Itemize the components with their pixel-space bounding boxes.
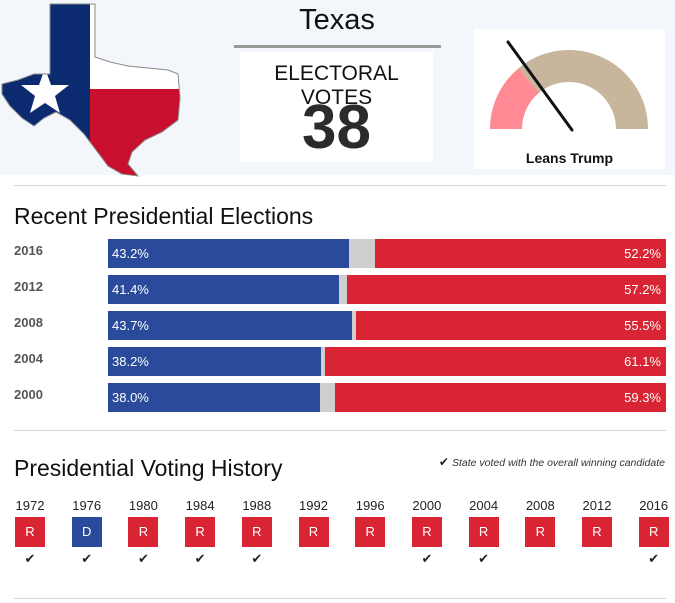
election-year-label: 2012	[14, 279, 43, 294]
history-year-label: 1976	[72, 498, 102, 513]
history-result-badge: R	[525, 517, 556, 547]
history-result-badge: R	[15, 517, 45, 547]
history-year-label: 1988	[242, 498, 272, 513]
check-icon: ✔	[81, 551, 93, 566]
history-year-label: 2004	[469, 498, 499, 513]
legend-note: ✔ State voted with the overall winning ca…	[439, 455, 665, 469]
history-result-badge: R	[241, 517, 272, 547]
check-icon: ✔	[137, 551, 149, 566]
dem-percent-label: 43.2%	[112, 246, 149, 261]
history-result-badge: D	[71, 517, 102, 547]
gauge-dem-segment	[490, 68, 540, 130]
history-year-label: 1996	[355, 498, 385, 513]
rep-bar-segment: 59.3%	[335, 383, 666, 412]
voting-history-title: Presidential Voting History	[14, 455, 283, 481]
history-year-label: 1980	[128, 498, 158, 513]
dem-percent-label: 41.4%	[112, 282, 149, 297]
history-year-label: 1972	[15, 498, 45, 513]
history-year-label: 1992	[299, 498, 328, 513]
check-icon: ✔	[478, 551, 490, 566]
election-bar: 43.7% 55.5%	[108, 311, 666, 340]
gauge-rep-segment	[518, 50, 648, 130]
dem-bar-segment: 41.4%	[108, 275, 339, 304]
legend-note-text: State voted with the overall winning can…	[451, 457, 665, 469]
rep-bar-segment: 52.2%	[374, 239, 666, 268]
check-icon: ✔	[438, 455, 449, 469]
check-icon: ✔	[421, 551, 433, 566]
election-bar: 38.2% 61.1%	[108, 347, 666, 376]
dem-bar-segment: 43.7%	[108, 311, 352, 340]
texas-flag-map-icon	[1, 3, 181, 177]
dem-percent-label: 38.2%	[112, 354, 149, 369]
history-result-badge: R	[298, 517, 329, 547]
history-result-badge: R	[411, 517, 442, 547]
history-year-label: 2016	[639, 498, 669, 513]
dem-percent-label: 43.7%	[112, 318, 149, 333]
rep-bar-segment: 57.2%	[346, 275, 666, 304]
history-result-badge: R	[638, 517, 669, 547]
history-result-badge: R	[128, 517, 159, 547]
election-year-label: 2008	[14, 315, 43, 330]
history-year-label: 2008	[525, 498, 555, 513]
election-bar: 43.2% 52.2%	[108, 239, 666, 268]
rep-percent-label: 57.2%	[624, 282, 661, 297]
dem-bar-segment: 43.2%	[108, 239, 350, 268]
state-title: Texas	[299, 4, 375, 36]
rep-percent-label: 55.5%	[624, 318, 661, 333]
history-result-badge: R	[185, 517, 216, 547]
history-year-label: 2012	[582, 498, 612, 513]
gauge-needle	[506, 40, 574, 132]
dem-percent-label: 38.0%	[112, 390, 149, 405]
history-year-label: 2000	[412, 498, 442, 513]
election-year-label: 2000	[14, 387, 43, 402]
section-divider	[14, 185, 666, 186]
history-result-badge: R	[355, 517, 386, 547]
section-divider	[14, 598, 666, 599]
electoral-votes-value: 38	[302, 93, 371, 162]
check-icon: ✔	[648, 551, 660, 566]
election-year-label: 2016	[14, 243, 43, 258]
check-icon: ✔	[251, 551, 263, 566]
gauge-dial	[490, 40, 648, 132]
rep-bar-segment: 55.5%	[356, 311, 666, 340]
lean-gauge: Leans Trump	[474, 29, 665, 169]
rep-percent-label: 61.1%	[624, 354, 661, 369]
history-year-label: 1984	[185, 498, 215, 513]
check-icon: ✔	[24, 551, 36, 566]
election-year-label: 2004	[14, 351, 43, 366]
electoral-votes-label: ELECTORAL VOTES	[274, 62, 399, 109]
check-icon: ✔	[194, 551, 206, 566]
section-divider	[14, 430, 666, 431]
election-bar: 38.0% 59.3%	[108, 383, 666, 412]
electoral-votes-box: ELECTORAL VOTES 38	[240, 52, 433, 162]
rep-percent-label: 59.3%	[624, 390, 661, 405]
rep-percent-label: 52.2%	[624, 246, 661, 261]
title-rule	[234, 45, 441, 48]
rep-bar-segment: 61.1%	[325, 347, 666, 376]
dem-bar-segment: 38.2%	[108, 347, 322, 376]
recent-elections-title: Recent Presidential Elections	[14, 203, 314, 229]
history-result-badge: R	[468, 517, 499, 547]
election-bar: 41.4% 57.2%	[108, 275, 666, 304]
gauge-label: Leans Trump	[525, 150, 614, 166]
lone-star-icon	[21, 68, 69, 113]
history-result-badge: R	[582, 517, 612, 547]
dem-bar-segment: 38.0%	[108, 383, 321, 412]
